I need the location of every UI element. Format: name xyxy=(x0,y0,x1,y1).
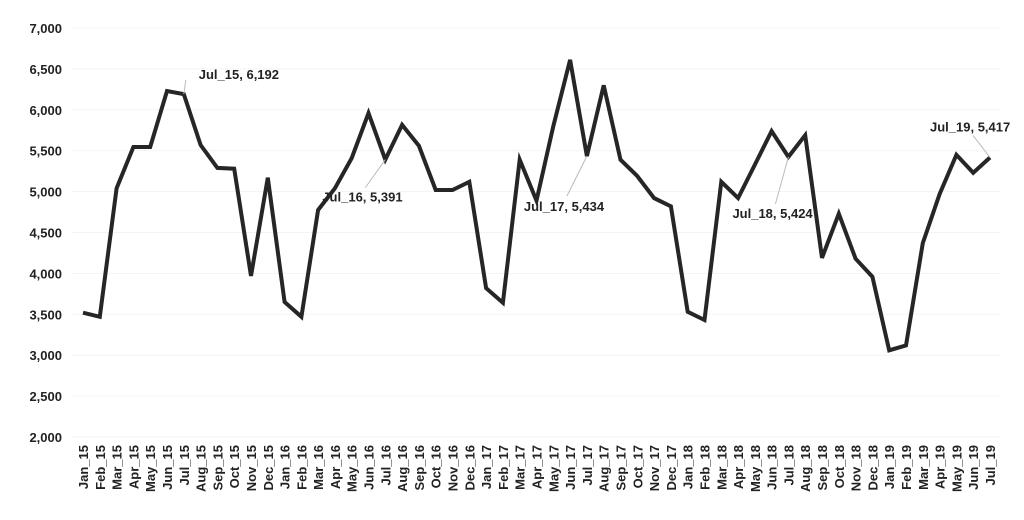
x-tick-label: Dec_17 xyxy=(664,445,679,491)
y-tick-label: 4,500 xyxy=(29,226,62,241)
y-tick-label: 3,500 xyxy=(29,307,62,322)
x-tick-label: Mar_18 xyxy=(714,445,729,490)
x-tick-label: Jul_15 xyxy=(177,445,192,485)
y-tick-label: 6,500 xyxy=(29,62,62,77)
x-tick-label: Jan_18 xyxy=(681,445,696,489)
annotation-leader-line xyxy=(364,159,386,188)
x-tick-label: Sep_16 xyxy=(412,445,427,491)
annotation-leader-line xyxy=(972,135,991,158)
x-tick-label: Aug_17 xyxy=(597,445,612,492)
x-tick-label: Mar_16 xyxy=(311,445,326,490)
x-tick-label: Jun_15 xyxy=(160,445,175,490)
x-tick-label: Jan_16 xyxy=(278,445,293,489)
x-tick-label: Jan_17 xyxy=(479,445,494,489)
y-tick-label: 7,000 xyxy=(29,21,62,36)
y-tick-label: 5,500 xyxy=(29,144,62,159)
y-tick-label: 6,000 xyxy=(29,103,62,118)
annotation-leader-line xyxy=(183,80,187,95)
x-tick-label: Jul_19 xyxy=(983,445,998,485)
x-tick-label: Jan_19 xyxy=(882,445,897,489)
x-tick-label: Nov_15 xyxy=(244,445,259,491)
x-tick-label: Aug_16 xyxy=(395,445,410,492)
y-tick-label: 2,000 xyxy=(29,430,62,445)
x-tick-label: Jul_16 xyxy=(378,445,393,485)
x-tick-label: Nov_16 xyxy=(446,445,461,491)
x-tick-label: Mar_15 xyxy=(110,445,125,490)
x-tick-label: Aug_18 xyxy=(798,445,813,492)
x-tick-label: Mar_17 xyxy=(513,445,528,490)
x-tick-label: Feb_18 xyxy=(697,445,712,490)
x-tick-label: May_19 xyxy=(949,445,964,492)
x-tick-label: May_15 xyxy=(143,445,158,492)
data-label: Jul_16, 5,391 xyxy=(322,190,402,205)
x-tick-label: May_16 xyxy=(345,445,360,492)
y-tick-label: 4,000 xyxy=(29,266,62,281)
x-tick-label: Mar_19 xyxy=(916,445,931,490)
x-tick-label: Sep_15 xyxy=(210,445,225,491)
y-tick-label: 5,000 xyxy=(29,185,62,200)
x-tick-label: Feb_17 xyxy=(496,445,511,490)
x-tick-label: Apr_18 xyxy=(731,445,746,489)
x-tick-label: Feb_15 xyxy=(93,445,108,490)
x-tick-label: Dec_15 xyxy=(261,445,276,491)
x-tick-label: Jun_17 xyxy=(563,445,578,490)
x-tick-label: Jul_17 xyxy=(580,445,595,485)
x-tick-label: Apr_16 xyxy=(328,445,343,489)
x-tick-label: Jul_18 xyxy=(781,445,796,485)
x-tick-label: Dec_18 xyxy=(865,445,880,491)
x-tick-label: Feb_16 xyxy=(294,445,309,490)
x-tick-label: Jan_15 xyxy=(76,445,91,489)
x-tick-label: Dec_16 xyxy=(462,445,477,491)
data-label: Jul_17, 5,434 xyxy=(524,199,605,214)
x-tick-label: Apr_19 xyxy=(933,445,948,489)
x-tick-label: Nov_17 xyxy=(647,445,662,491)
x-tick-label: Jun_18 xyxy=(765,445,780,490)
x-tick-label: Oct_16 xyxy=(429,445,444,488)
x-tick-label: Apr_17 xyxy=(530,445,545,489)
x-tick-label: Jun_16 xyxy=(362,445,377,490)
y-tick-label: 2,500 xyxy=(29,389,62,404)
x-tick-label: Oct_17 xyxy=(630,445,645,488)
y-tick-label: 3,000 xyxy=(29,348,62,363)
x-tick-label: Sep_18 xyxy=(815,445,830,491)
data-label: Jul_18, 5,424 xyxy=(732,206,813,221)
x-tick-label: Nov_18 xyxy=(849,445,864,491)
x-tick-label: Apr_15 xyxy=(126,445,141,489)
x-tick-label: Feb_19 xyxy=(899,445,914,490)
x-tick-label: Jun_19 xyxy=(966,445,981,490)
data-label: Jul_19, 5,417 xyxy=(930,119,1010,134)
annotation-leader-line xyxy=(566,155,588,197)
x-tick-label: Oct_18 xyxy=(832,445,847,488)
annotation-leader-line xyxy=(774,156,789,205)
x-tick-label: May_17 xyxy=(546,445,561,492)
x-tick-label: Sep_17 xyxy=(613,445,628,491)
data-label: Jul_15, 6,192 xyxy=(199,67,279,82)
x-tick-label: Aug_15 xyxy=(194,445,209,492)
x-tick-label: Oct_15 xyxy=(227,445,242,488)
x-tick-label: May_18 xyxy=(748,445,763,492)
